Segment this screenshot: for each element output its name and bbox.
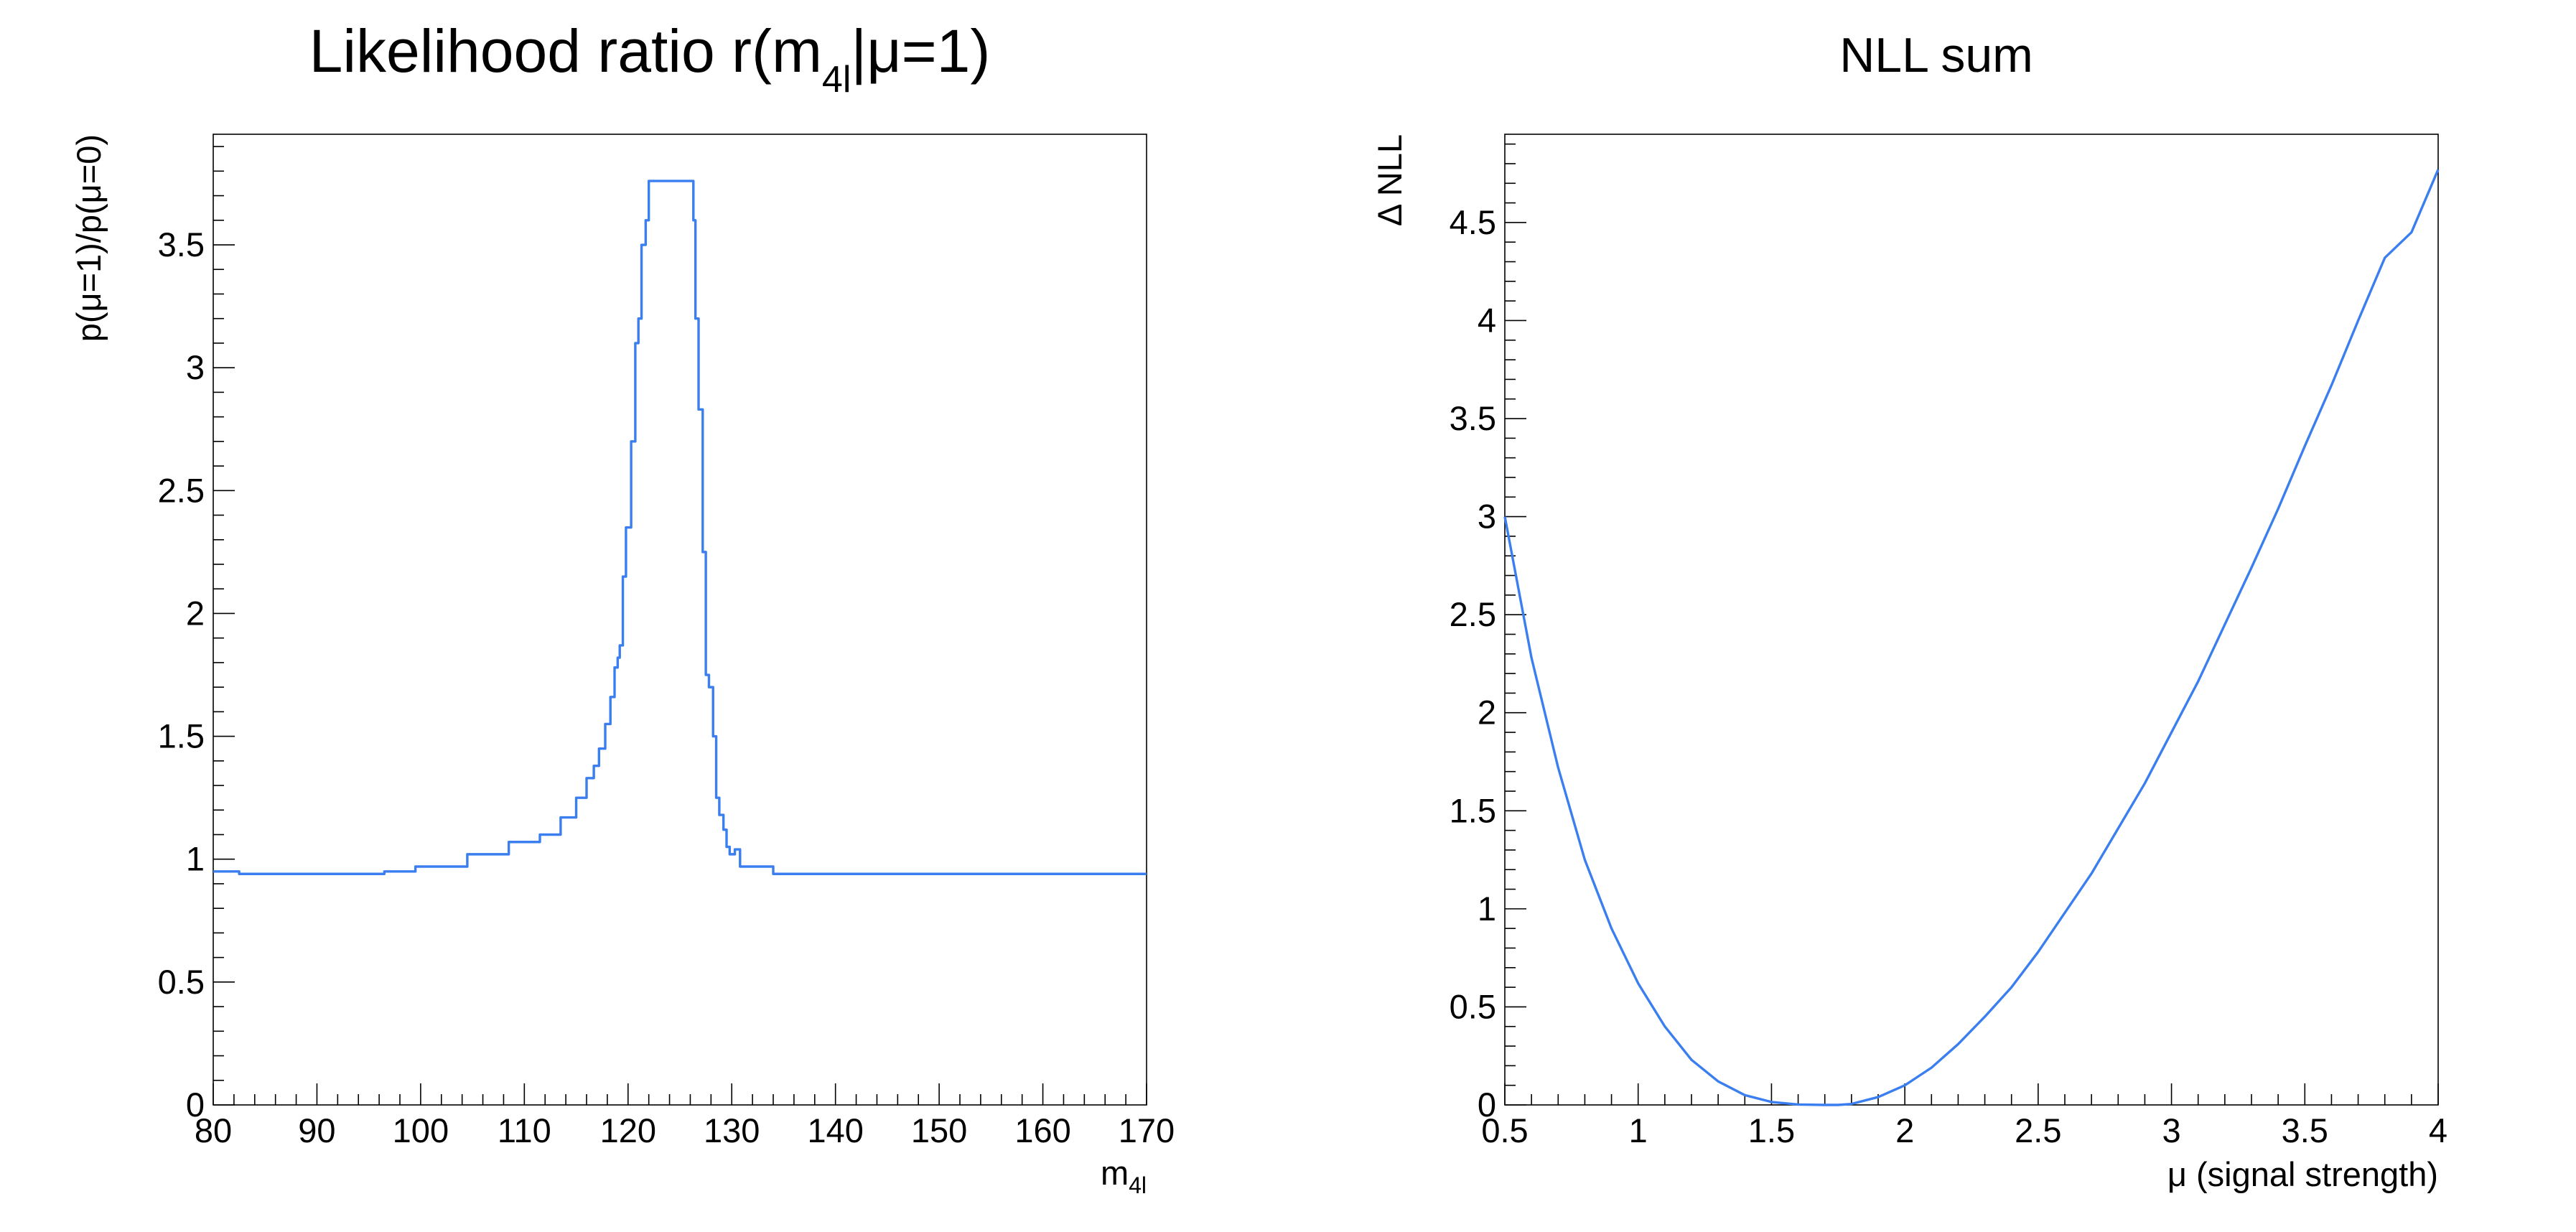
y-tick-label: 2.5 [158,471,205,509]
chart1-title: Likelihood ratio r(m4l|μ=1) [309,17,991,101]
chart1-x-axis-label-main: m [1101,1154,1129,1192]
y-tick-label: 0.5 [1450,987,1496,1025]
y-tick-label: 1 [1478,890,1496,928]
y-tick-label: 3.5 [158,225,205,263]
chart2-plot-frame [1504,134,2439,1106]
y-tick-label: 1.5 [158,717,205,755]
nll-sum-chart: NLL sum 0.5 1 1.5 2 2.5 3 3.5 400.511.522.533.5… [1371,28,2447,1193]
x-tick-label: 130 [704,1111,760,1149]
x-tick-label: 0.5 [1481,1111,1528,1149]
chart1-title-tail: |μ=1) [851,17,990,85]
x-tick-label: 2 [1895,1111,1914,1149]
chart2-delta-nll-curve [1503,169,2440,1106]
y-tick-label: 1 [186,840,205,878]
x-tick-label: 120 [600,1111,656,1149]
y-tick-label: 4.5 [1450,203,1496,241]
x-tick-label: 3 [2162,1111,2181,1149]
chart1-title-subscript: 4l [822,59,851,101]
x-tick-label: 1 [1629,1111,1648,1149]
chart1-ticks [213,146,1147,1106]
x-tick-label: 160 [1014,1111,1070,1149]
y-tick-label: 2 [186,594,205,632]
y-tick-label: 0 [186,1086,205,1124]
y-tick-label: 3.5 [1450,399,1496,437]
x-tick-label: 2.5 [2015,1111,2061,1149]
x-tick-label: 150 [911,1111,967,1149]
y-tick-label: 0 [1478,1086,1496,1124]
x-tick-label: 3.5 [2282,1111,2328,1149]
chart2-ticks [1504,143,2439,1106]
x-tick-label: 4 [2429,1111,2447,1149]
chart2-y-axis-label: Δ NLL [1371,134,1409,226]
x-tick-label: 110 [498,1111,551,1149]
x-tick-label: 140 [807,1111,863,1149]
chart1-y-axis-label: p(μ=1)/p(μ=0) [70,134,108,342]
x-tick-label: 100 [393,1111,449,1149]
y-tick-label: 4 [1478,301,1496,339]
y-tick-label: 1.5 [1450,791,1496,829]
likelihood-ratio-chart: Likelihood ratio r(m4l|μ=1) 80 90 100 110 12… [70,17,1175,1198]
x-tick-label: 170 [1119,1111,1175,1149]
y-tick-label: 2.5 [1450,595,1496,633]
y-tick-label: 2 [1478,694,1496,732]
x-tick-label: 1.5 [1748,1111,1795,1149]
chart2-x-axis-label: μ (signal strength) [2167,1155,2438,1193]
y-tick-label: 3 [186,348,205,386]
x-tick-label: 80 [195,1111,232,1149]
chart2-tick-labels: 0.5 1 1.5 2 2.5 3 3.5 400.511.522.533.544.5 [1450,203,2447,1149]
chart2-title: NLL sum [1839,28,2033,83]
y-tick-label: 0.5 [158,963,205,1001]
chart1-tick-labels: 80 90 100 110 120 130 140 150 160 170 0 0.5 1 1.5 2 2.5… [158,225,1175,1149]
chart1-x-axis-label-subscript: 4l [1129,1172,1147,1198]
x-tick-label: 90 [298,1111,335,1149]
chart1-plot-frame [213,134,1147,1106]
chart1-title-main: Likelihood ratio r(m [309,17,822,85]
chart1-likelihood-ratio-line [213,179,1147,875]
y-tick-label: 3 [1478,498,1496,536]
chart1-x-axis-label: m4l [1101,1154,1147,1198]
